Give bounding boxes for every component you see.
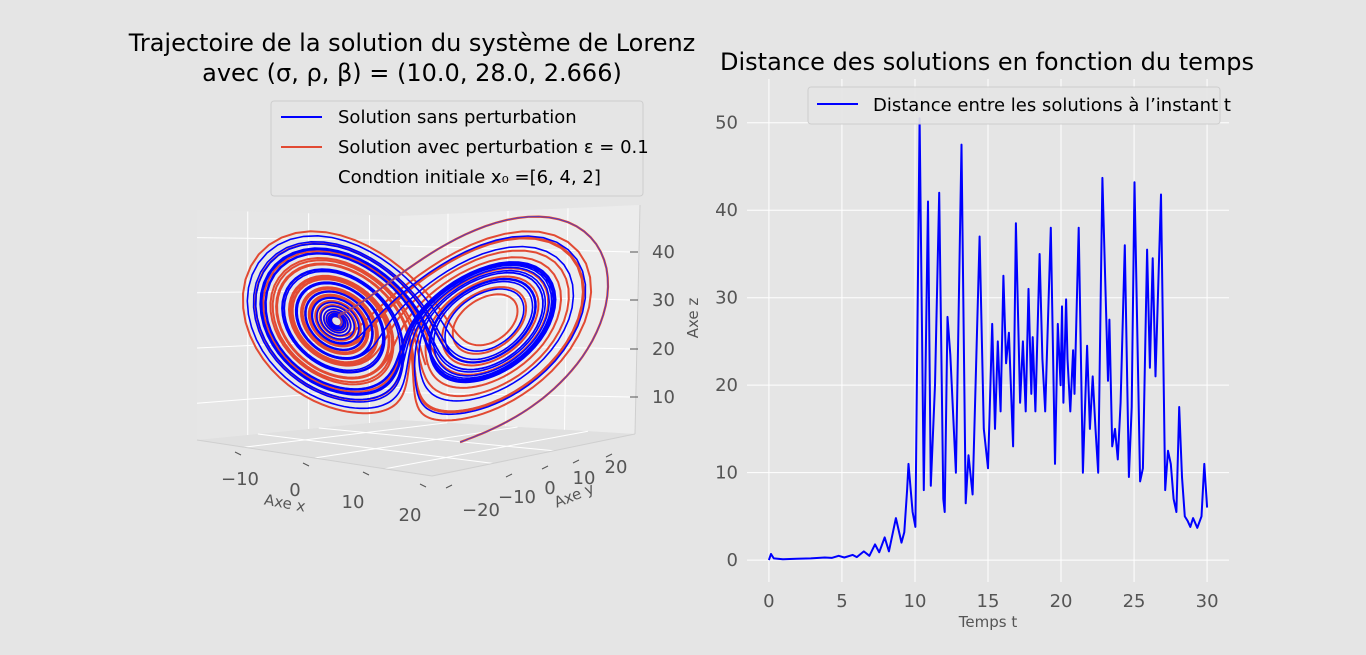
y-tick-label: 0 <box>544 478 555 499</box>
y-tick-label: 50 <box>715 113 738 134</box>
x-tick-label: 30 <box>1196 591 1219 612</box>
grid-line-3d <box>399 245 633 253</box>
grid-line-3d <box>257 433 493 464</box>
legend-label-perturbed: Solution avec perturbation ε = 0.1 <box>338 137 649 158</box>
x-tick-label: 0 <box>763 591 774 612</box>
x-tick-label: 20 <box>1050 591 1073 612</box>
y-tick-label: 0 <box>727 550 738 571</box>
trajectory-unperturbed <box>246 234 587 416</box>
z-tick-label: 10 <box>652 387 675 408</box>
y-tick-mark <box>445 484 453 489</box>
x-tick-label: 0 <box>289 480 300 501</box>
x-tick-label: 25 <box>1123 591 1146 612</box>
x-tick-label: 10 <box>342 492 365 513</box>
pane-right <box>400 205 640 434</box>
lorenz-title-line2: avec (σ, ρ, β) = (10.0, 28.0, 2.666) <box>202 59 622 87</box>
y-tick-label: 30 <box>715 288 738 309</box>
y-tick-label: −10 <box>498 487 536 508</box>
x-tick-mark <box>419 483 427 488</box>
y-tick-label: −20 <box>462 500 500 521</box>
x-tick-label: 20 <box>399 505 422 526</box>
grid-line-3d <box>564 208 569 430</box>
y-tick-mark <box>541 465 549 470</box>
z-axis-label: Axe z <box>684 298 702 339</box>
distance-legend: Distance entre les solutions à l’instant… <box>807 86 1231 125</box>
pane-floor <box>197 420 635 476</box>
lorenz-legend: Solution sans perturbation Solution avec… <box>270 100 649 197</box>
x-axis-line <box>196 439 433 477</box>
grid-line-3d <box>318 427 554 452</box>
grid-line-3d <box>399 392 633 398</box>
z-tick-label: 20 <box>652 339 675 360</box>
y-ticks: 0 10 20 30 40 50 <box>715 113 738 571</box>
y-tick-label: 20 <box>605 457 628 478</box>
lorenz-title-line1: Trajectoire de la solution du système de… <box>128 29 696 57</box>
x-tick-label: −10 <box>221 469 259 490</box>
z-tick-label: 30 <box>652 290 675 311</box>
y-axis-line <box>431 433 636 477</box>
x-ticks: 0 5 10 15 20 25 30 <box>763 591 1218 612</box>
distance-chart: Distance des solutions en fonction du te… <box>715 48 1254 631</box>
y-tick-mark <box>572 459 580 464</box>
distance-legend-box <box>807 86 1221 125</box>
x-tick-label: 10 <box>904 591 927 612</box>
grid-line-3d <box>243 422 448 448</box>
legend-label-distance: Distance entre les solutions à l’instant… <box>873 95 1231 116</box>
x-axis-label: Temps t <box>958 613 1018 631</box>
x-tick-label: 15 <box>977 591 1000 612</box>
y-tick-mark <box>505 473 513 478</box>
legend-label-initial-condition: Condtion initiale x₀ =[6, 4, 2] <box>338 167 601 188</box>
lorenz-legend-box <box>270 100 644 197</box>
z-tick-label: 40 <box>652 242 675 263</box>
grid-line-3d <box>384 430 589 470</box>
x-tick-label: 5 <box>836 591 847 612</box>
z-axis-line <box>634 204 641 435</box>
grid-line-3d <box>196 237 401 241</box>
lorenz-3d-chart: Trajectoire de la solution du système de… <box>128 29 702 526</box>
distance-series-line <box>767 117 1209 561</box>
y-tick-label: 40 <box>715 200 738 221</box>
y-tick-mark <box>605 453 613 458</box>
y-tick-label: 10 <box>573 468 596 489</box>
legend-label-unperturbed: Solution sans perturbation <box>338 107 577 128</box>
trajectory-initial-tail-blue <box>338 216 609 443</box>
y-tick-label: 20 <box>715 375 738 396</box>
x-tick-mark <box>362 471 370 476</box>
x-tick-mark <box>234 451 242 456</box>
distance-chart-title: Distance des solutions en fonction du te… <box>720 48 1254 76</box>
y-tick-label: 10 <box>715 463 738 484</box>
x-tick-mark <box>302 462 310 467</box>
